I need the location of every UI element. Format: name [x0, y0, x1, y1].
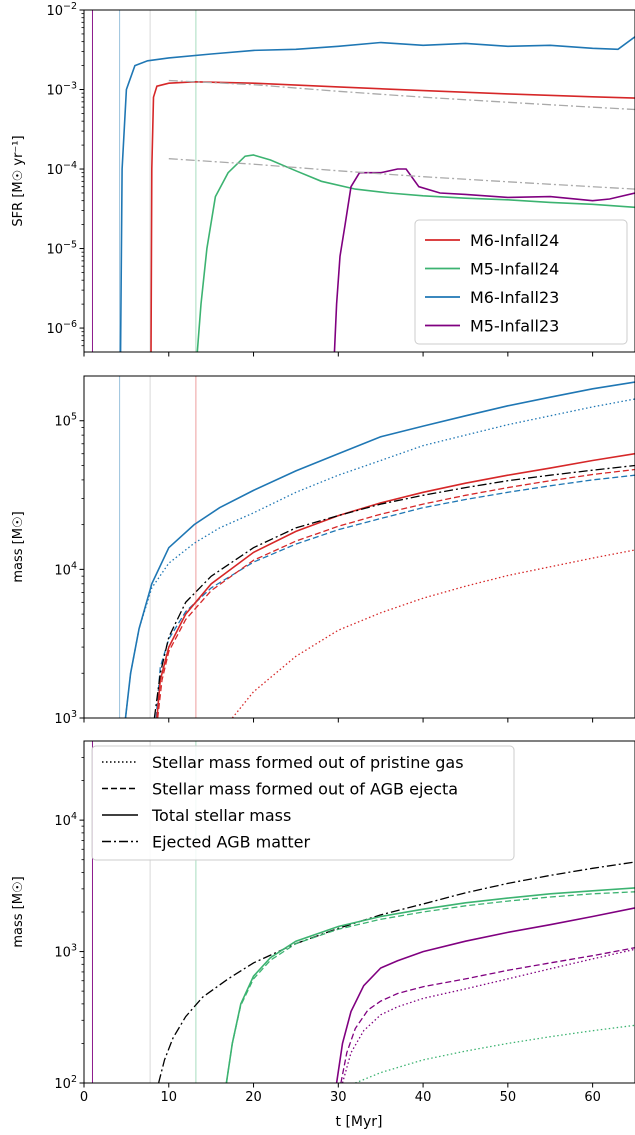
legend-label: M6-Infall24 [470, 231, 559, 250]
series-line-green-dashed [225, 891, 635, 1083]
panel-mass-M6: 103 104 105 mass [M☉] [11, 375, 635, 727]
y-tick-label: 10−3 [46, 81, 77, 99]
legend-label: M6-Infall23 [470, 288, 559, 307]
x-axis-label: t [Myr] [336, 1114, 383, 1130]
x-tick-label: 40 [415, 1090, 432, 1105]
y-tick-label: 10−4 [46, 160, 77, 178]
series-line-purple-solid [335, 907, 635, 1083]
series-line-red-dotted [231, 549, 635, 718]
series-line-purple-dotted [341, 948, 635, 1083]
series-line-black-dashdot [157, 861, 635, 1083]
legend-label: M5-Infall24 [470, 260, 559, 279]
legend-label: Stellar mass formed out of AGB ejecta [152, 780, 458, 799]
y-axis-label: SFR [M☉ yr⁻¹] [11, 135, 26, 226]
panel-sfr: 10−6 10−5 10−4 10−3 10−2 SFR [M☉ yr⁻¹] M6-Infa… [11, 1, 635, 357]
y-tick-label: 10−5 [46, 240, 77, 258]
x-tick-label: 60 [584, 1090, 601, 1105]
y-tick-label: 103 [54, 943, 77, 961]
y-tick-label: 102 [54, 1074, 77, 1092]
x-tick-label: 10 [160, 1090, 177, 1105]
y-tick-label: 10−2 [46, 1, 77, 19]
legend-label: Total stellar mass [151, 806, 291, 825]
x-tick-label: 0 [80, 1090, 88, 1105]
series-line-gray-dashdot [168, 158, 635, 190]
axes-frame [83, 375, 635, 719]
series-line-m5-infall24 [196, 154, 635, 352]
x-tick-label: 20 [245, 1090, 262, 1105]
series-line-gray-dashdot [168, 79, 635, 111]
series-line-blue-dotted [124, 398, 635, 718]
series-line-red-solid [156, 452, 635, 718]
legend-label: M5-Infall23 [470, 317, 559, 336]
panel-mass-M5: 102 103 104 0 10 20 30 40 50 60 mass [M☉] Stellar m… [11, 740, 635, 1105]
y-axis-label: mass [M☉] [11, 876, 26, 947]
y-axis-label: mass [M☉] [11, 511, 26, 582]
series-line-m6-infall23 [119, 36, 635, 352]
legend-label: Stellar mass formed out of pristine gas [152, 753, 464, 772]
plot-area [91, 10, 635, 352]
legend-box [91, 745, 515, 861]
y-tick-label: 10−6 [46, 319, 77, 337]
y-tick-label: 104 [54, 560, 77, 578]
y-tick-label: 103 [54, 709, 77, 727]
legend: Stellar mass formed out of pristine gas S… [91, 745, 515, 861]
series-line-green-dotted [355, 1024, 635, 1083]
series-line-green-solid [225, 887, 635, 1083]
series-line-m6-infall24 [150, 80, 635, 352]
x-tick-label: 30 [330, 1090, 347, 1105]
series-line-m5-infall23 [333, 168, 635, 352]
series-line-blue-dashed [155, 474, 635, 718]
series-line-red-dashed [157, 468, 635, 718]
x-tick-label: 50 [500, 1090, 517, 1105]
y-tick-label: 105 [54, 412, 77, 430]
series-line-blue-solid [124, 381, 635, 718]
series-line-black-dashdot [153, 464, 635, 718]
legend: M6-Infall24 M5-Infall24 M6-Infall23 M5-Infa… [414, 219, 628, 345]
legend-label: Ejected AGB matter [152, 833, 310, 852]
y-tick-label: 104 [54, 811, 77, 829]
legend-box [414, 219, 628, 345]
plot-area [119, 376, 635, 718]
series-line-purple-dashed [340, 947, 635, 1083]
